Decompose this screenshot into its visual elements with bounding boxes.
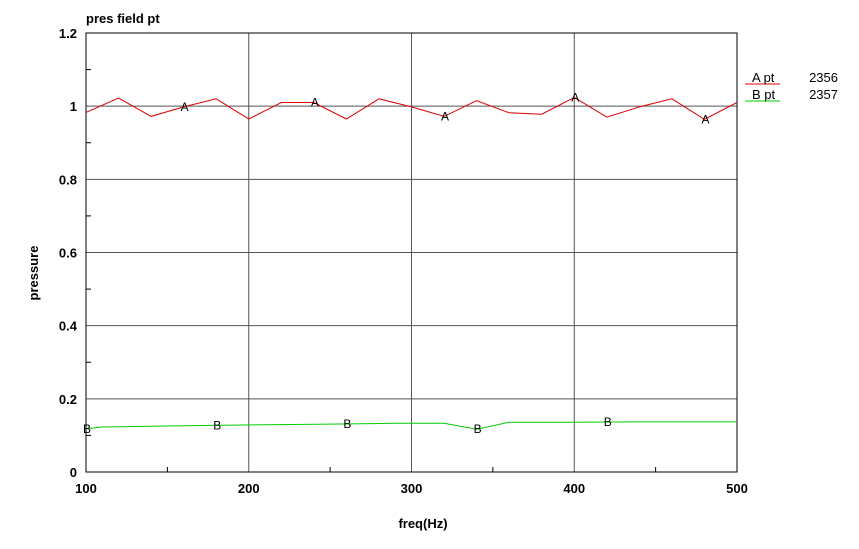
series-line-b [85,421,737,430]
y-tick-label: 0.8 [59,172,77,187]
series-marker-a: A [181,100,189,114]
legend-series-name: B pt [752,87,776,102]
series-marker-b: B [343,417,351,431]
x-tick-label: 400 [563,481,585,496]
grid [85,32,738,473]
x-axis-label: freq(Hz) [398,516,447,531]
series-layer [85,96,738,430]
series-marker-b: B [474,422,482,436]
x-tick-label: 100 [75,481,97,496]
series-line-a [85,96,738,120]
series-marker-a: A [701,112,709,126]
legend-series-name: A pt [752,70,775,85]
y-tick-label: 0 [70,465,77,480]
series-marker-a: A [441,109,449,123]
series-marker-a: A [571,90,579,104]
series-marker-a: A [311,96,319,110]
y-tick-label: 0.6 [59,246,77,261]
y-tick-label: 0.4 [59,319,78,334]
chart-title: pres field pt [86,11,160,26]
legend-series-id: 2356 [809,70,838,85]
series-markers: A A A A A B B B B B [83,90,709,436]
legend: A pt 2356 B pt 2357 [745,70,838,102]
x-tick-label: 300 [401,481,423,496]
y-tick-label: 0.2 [59,392,77,407]
plot-frame [85,32,738,473]
x-tick-label: 500 [726,481,748,496]
y-axis-label: pressure [26,246,41,301]
series-marker-b: B [83,422,91,436]
y-tick-label: 1.2 [59,26,77,41]
x-tick-label: 200 [238,481,260,496]
axis-ticks: 100 200 300 400 500 0 0.2 0.4 0.6 0.8 1 1.2 [59,26,748,496]
y-tick-label: 1 [70,99,77,114]
series-marker-b: B [604,415,612,429]
legend-series-id: 2357 [809,87,838,102]
series-marker-b: B [213,418,221,432]
